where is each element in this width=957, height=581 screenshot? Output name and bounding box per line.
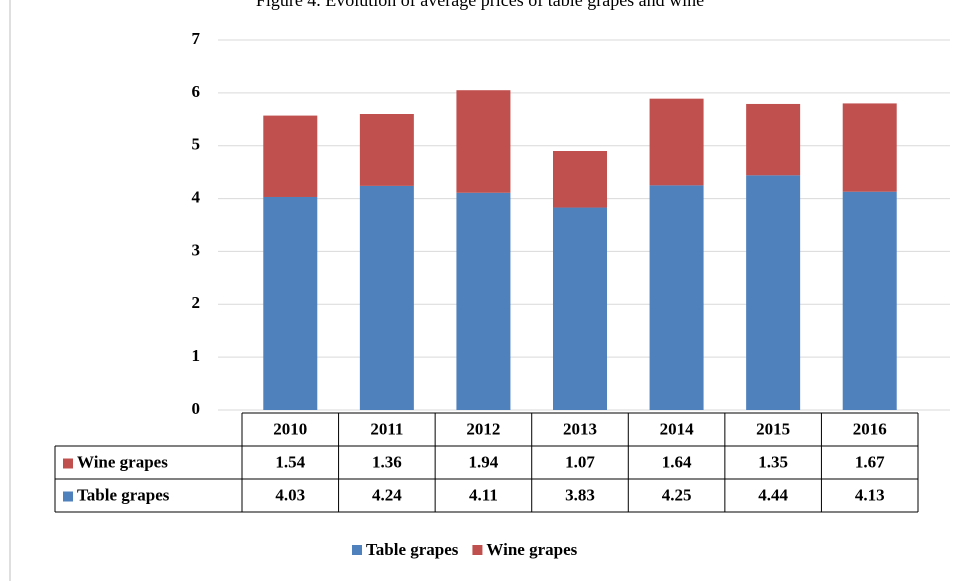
legend-key bbox=[472, 545, 483, 555]
x-tick-label: 2011 bbox=[370, 419, 403, 438]
data-label: 1.36 bbox=[372, 452, 402, 471]
y-tick-label: 2 bbox=[192, 293, 201, 312]
data-label: 3.83 bbox=[565, 485, 595, 504]
x-tick-label: 2010 bbox=[273, 419, 307, 438]
bar-segment bbox=[746, 175, 801, 410]
y-tick-label: 3 bbox=[192, 240, 201, 259]
x-tick-label: 2014 bbox=[660, 419, 695, 438]
legend-label: Wine grapes bbox=[486, 540, 577, 559]
bar-segment bbox=[456, 192, 511, 410]
data-label: 1.35 bbox=[758, 452, 788, 471]
bar-segment bbox=[359, 114, 414, 186]
table-row-header: Table grapes bbox=[77, 485, 170, 504]
x-tick-label: 2015 bbox=[756, 419, 790, 438]
y-tick-label: 0 bbox=[192, 399, 201, 418]
x-tick-label: 2016 bbox=[853, 419, 887, 438]
x-tick-label: 2012 bbox=[466, 419, 500, 438]
data-label: 4.24 bbox=[372, 485, 402, 504]
legend-key bbox=[352, 545, 362, 555]
bar-segment bbox=[649, 185, 704, 410]
y-tick-label: 1 bbox=[192, 346, 201, 365]
legend-label: Table grapes bbox=[366, 540, 459, 559]
data-label: 4.44 bbox=[758, 485, 788, 504]
data-label: 4.13 bbox=[855, 485, 885, 504]
bar-segment bbox=[263, 196, 318, 410]
data-label: 1.94 bbox=[469, 452, 499, 471]
y-tick-label: 6 bbox=[192, 82, 201, 101]
data-label: 1.64 bbox=[662, 452, 692, 471]
y-tick-label: 5 bbox=[192, 135, 201, 154]
data-label: 4.25 bbox=[662, 485, 692, 504]
y-tick-label: 7 bbox=[192, 29, 201, 48]
data-label: 4.03 bbox=[275, 485, 305, 504]
data-label: 1.67 bbox=[855, 452, 885, 471]
data-label: 4.11 bbox=[469, 485, 498, 504]
table-row-header: Wine grapes bbox=[77, 452, 168, 471]
chart-title: Figure 4. Evolution of average prices of… bbox=[256, 0, 704, 10]
bar-segment bbox=[553, 207, 607, 410]
bar-segment bbox=[553, 151, 607, 208]
legend-key bbox=[63, 491, 73, 502]
bar-segment bbox=[649, 98, 704, 186]
data-label: 1.54 bbox=[275, 452, 305, 471]
bar-segment bbox=[263, 115, 318, 197]
bar-segment bbox=[842, 191, 897, 410]
x-tick-label: 2013 bbox=[563, 419, 597, 438]
bar-segment bbox=[359, 185, 414, 410]
data-label: 1.07 bbox=[565, 452, 595, 471]
y-tick-label: 4 bbox=[192, 187, 201, 206]
legend-key bbox=[63, 458, 73, 469]
bar-segment bbox=[842, 103, 897, 192]
bar-segment bbox=[456, 90, 511, 193]
bar-segment bbox=[746, 103, 801, 176]
